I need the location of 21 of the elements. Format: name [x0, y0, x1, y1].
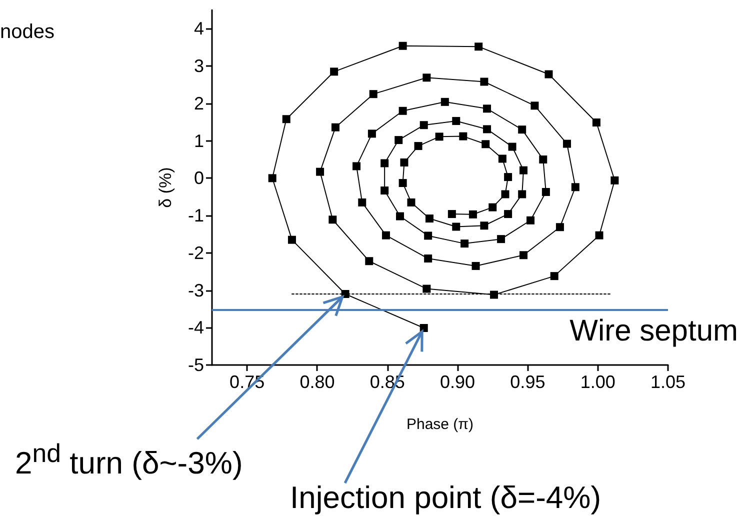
x-tick-label: 1.05	[650, 372, 686, 392]
annotation: 2$^{nd}$ turn (δ~-3%)	[15, 439, 243, 482]
y-tick-label: -4	[188, 318, 204, 338]
y-tick-label: -3	[188, 280, 204, 300]
text: nodes	[0, 20, 54, 45]
x-tick-label: 1.00	[580, 372, 616, 392]
y-tick-label: 0	[194, 168, 204, 188]
y-tick-label: 2	[194, 93, 204, 114]
y-tick-label: 1	[194, 130, 204, 151]
y-tick-label: -5	[188, 355, 204, 375]
x-axis-title: Phase (π)	[406, 416, 474, 433]
y-axis-title: δ (%)	[156, 167, 175, 208]
x-tick-label: 0.95	[510, 372, 546, 392]
x-tick-label: 0.80	[300, 372, 335, 392]
y-tick-label: -2	[188, 242, 204, 263]
y-tick-label: 3	[194, 56, 204, 76]
annotation: Injection point (δ=-4%)	[290, 480, 602, 516]
y-tick-label: 4	[194, 18, 204, 39]
x-tick-label: 0.90	[440, 372, 476, 392]
ref-line-label: Wire septum	[570, 314, 738, 348]
y-tick-label: -1	[188, 206, 204, 226]
